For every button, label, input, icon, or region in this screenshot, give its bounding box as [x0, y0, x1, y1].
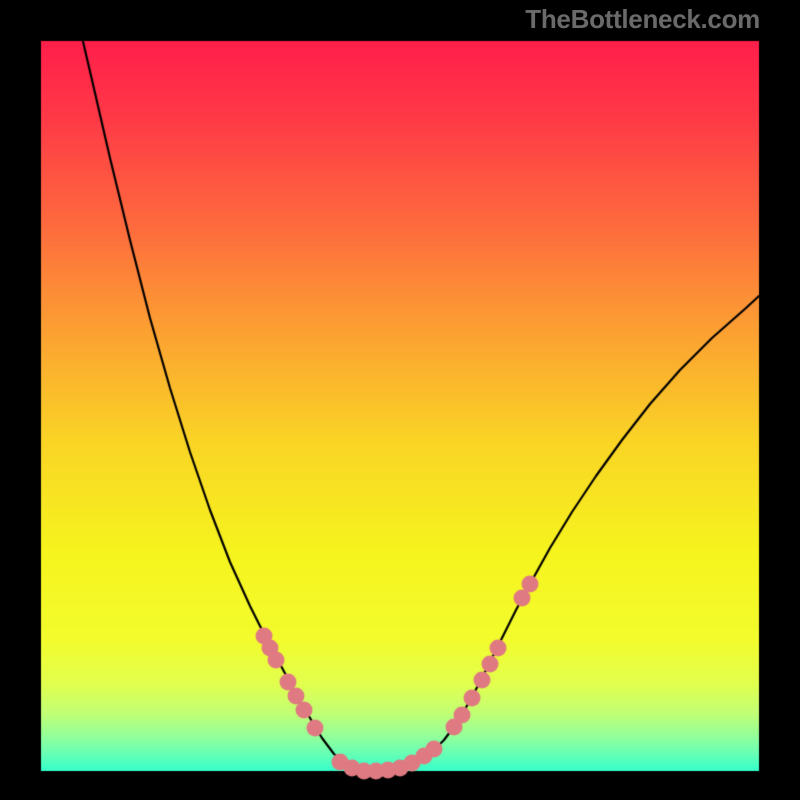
- chart-root: TheBottleneck.com: [0, 0, 800, 800]
- curve-plot: [0, 0, 800, 800]
- watermark-text: TheBottleneck.com: [525, 4, 760, 35]
